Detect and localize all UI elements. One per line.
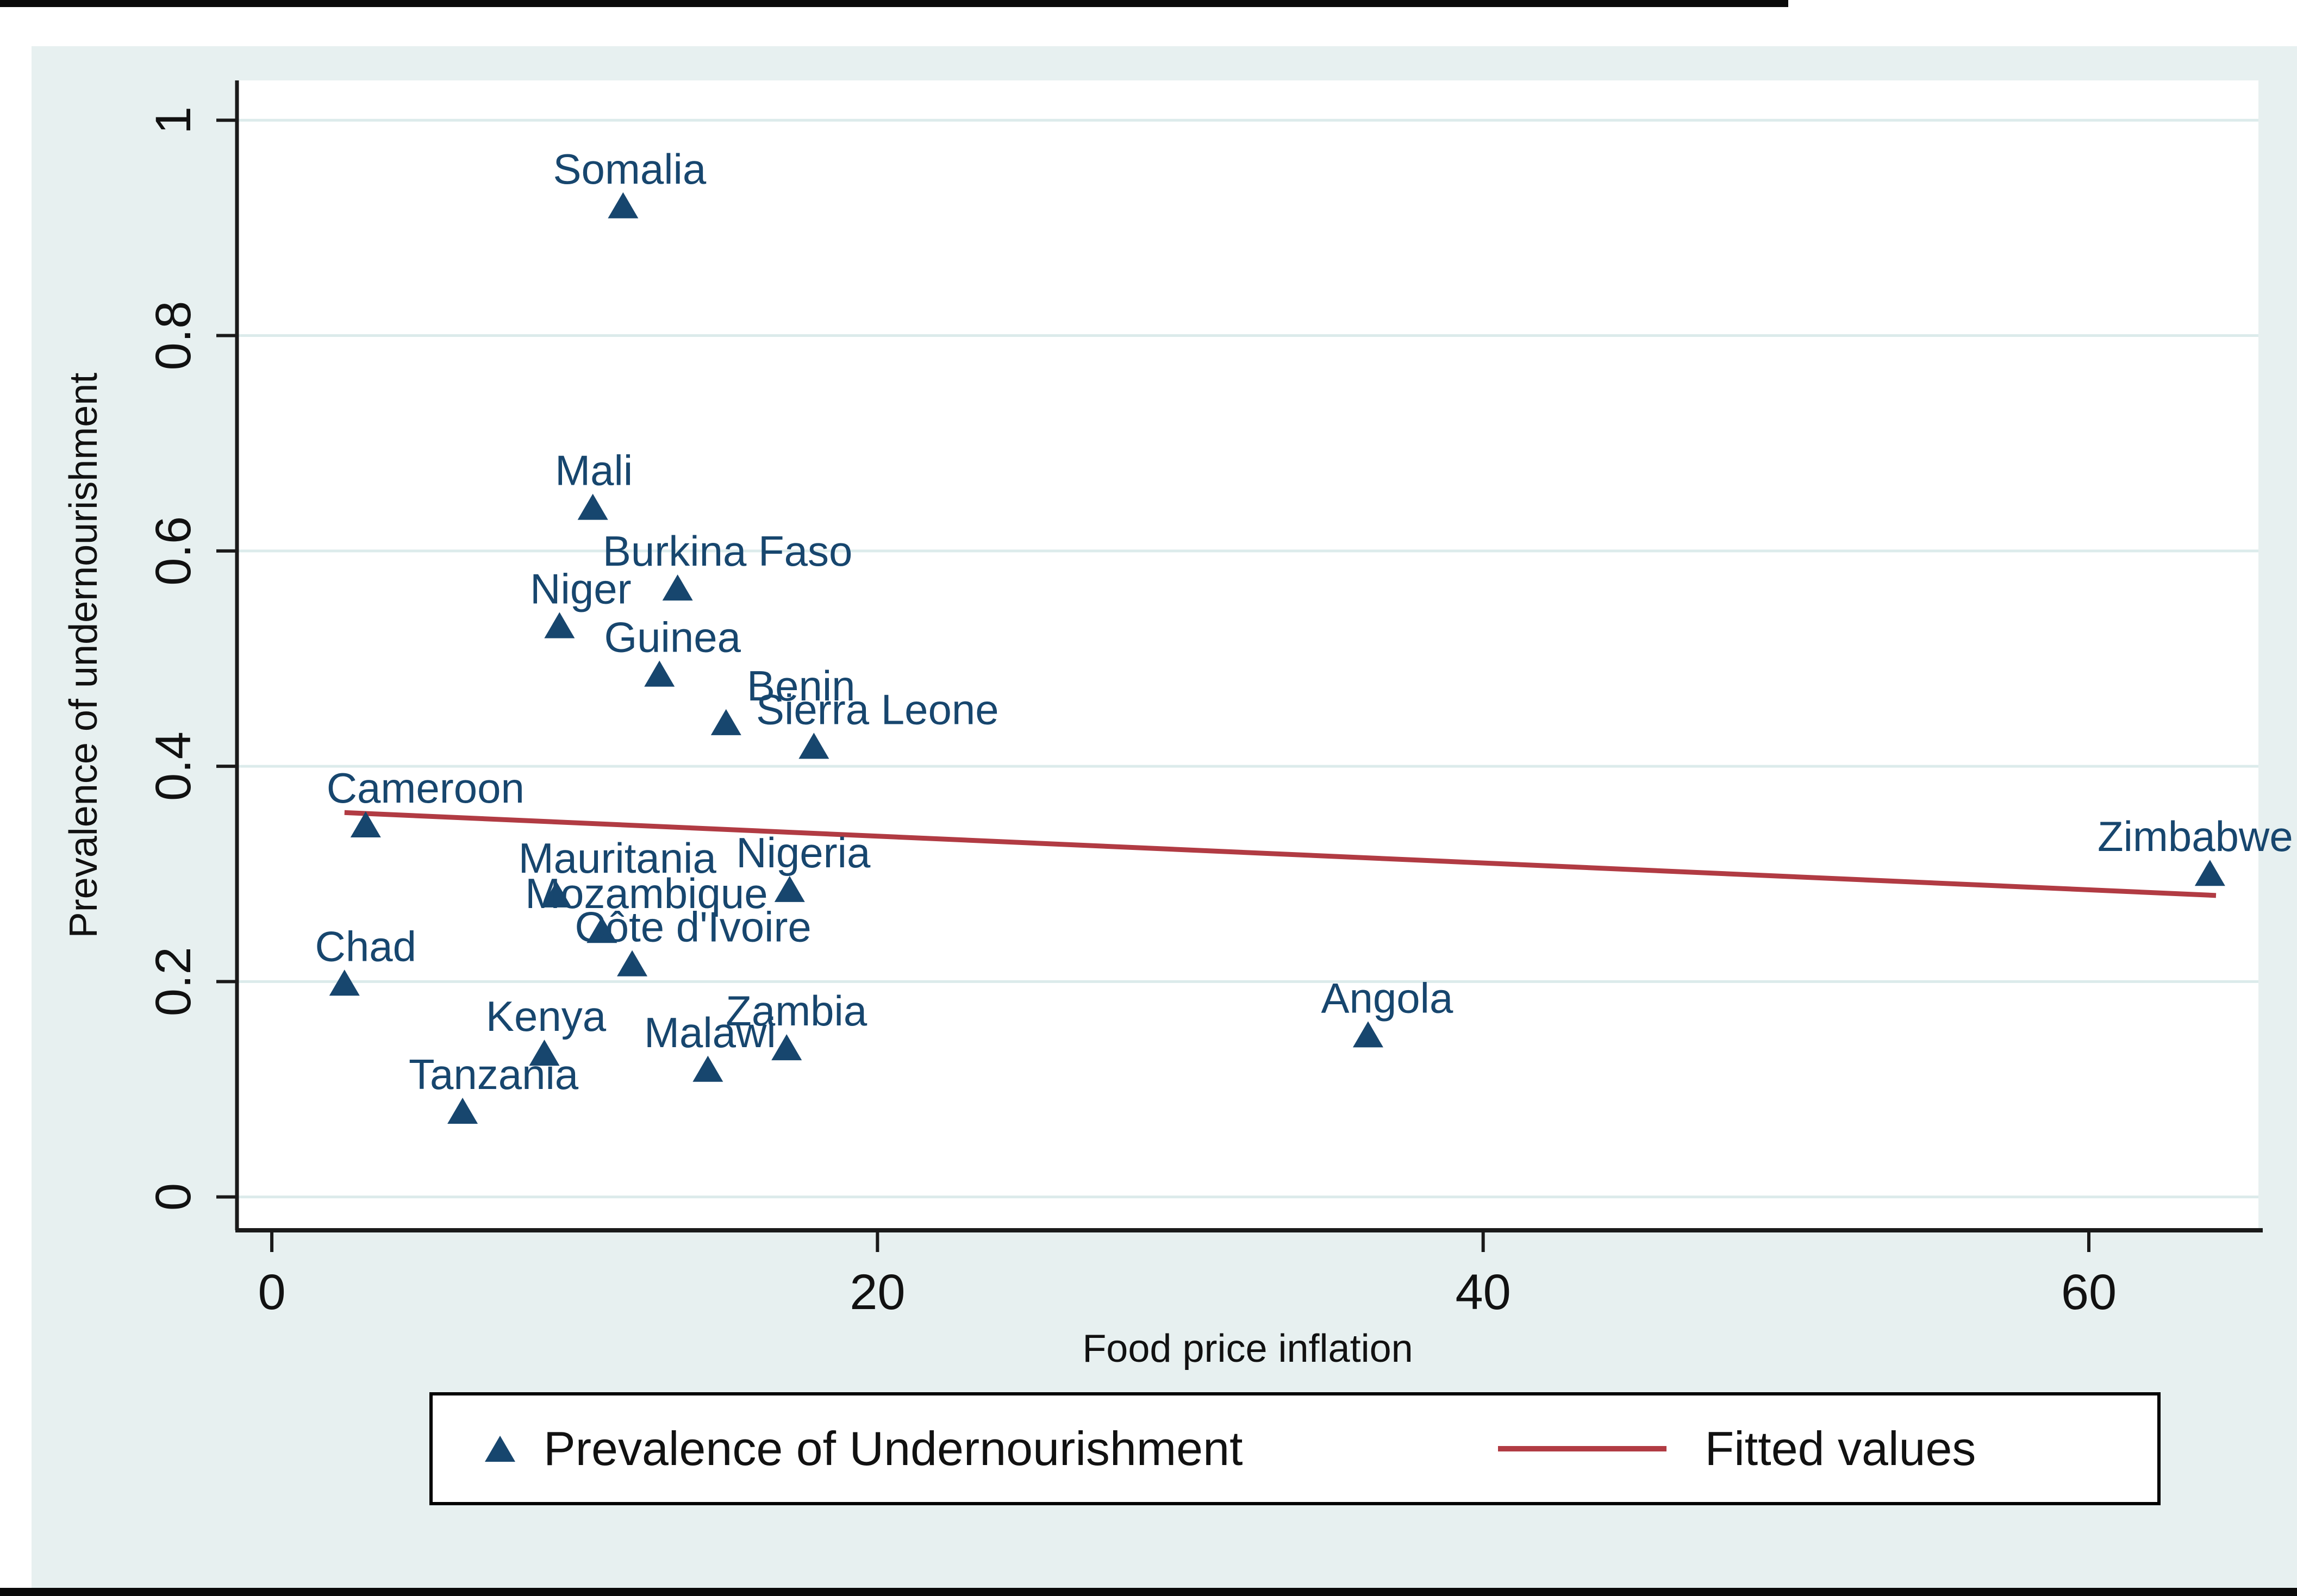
legend-fitted-line-icon <box>1498 1446 1667 1451</box>
y-tick-label-0.4: 0.4 <box>146 731 201 801</box>
fitted-line <box>344 810 2217 898</box>
y-tick-label-0.6: 0.6 <box>146 516 201 586</box>
data-point-label-Nigeria: Nigeria <box>736 829 871 877</box>
scan-bottom-border <box>0 1588 2297 1596</box>
y-tick-label-0.2: 0.2 <box>146 947 201 1016</box>
data-point-label-Guinea: Guinea <box>604 614 741 661</box>
data-point-label-Mali: Mali <box>555 447 633 495</box>
data-point-marker-Zambia <box>771 1034 802 1061</box>
data-point-label-Sierra Leone: Sierra Leone <box>756 685 999 733</box>
data-point-marker-Guinea <box>644 660 675 687</box>
data-point-label-Chad: Chad <box>315 922 416 970</box>
data-point-marker-Sierra Leone <box>798 733 829 759</box>
legend-item-scatter: Prevalence of Undernourishment <box>433 1421 1243 1476</box>
data-point-label-Côte d'Ivoire: Côte d'Ivoire <box>575 903 811 951</box>
data-point-label-Cameroon: Cameroon <box>327 764 525 812</box>
y-tick-label-0: 0 <box>146 1183 201 1211</box>
legend-item-fit: Fitted values <box>1243 1421 1976 1476</box>
data-point-marker-Kenya <box>529 1040 560 1066</box>
data-point-marker-Nigeria <box>774 875 805 902</box>
data-point-marker-Tanzania <box>447 1098 478 1124</box>
legend-label-scatter: Prevalence of Undernourishment <box>544 1422 1243 1475</box>
scan-top-border <box>0 0 1788 7</box>
data-point-label-Angola: Angola <box>1321 974 1453 1022</box>
data-point-marker-Mali <box>577 493 608 520</box>
chart-canvas: 0 0.2 0.4 0.6 0.8 1 0 20 40 60 Prevalence of under… <box>62 80 2293 1370</box>
x-tick-label-60: 60 <box>2061 1265 2117 1320</box>
legend: Prevalence of Undernourishment Fitted va… <box>429 1392 2161 1505</box>
data-point-marker-Somalia <box>608 192 639 218</box>
data-point-label-Mauritania: Mauritania <box>519 834 717 882</box>
data-point-label-Benin: Benin <box>747 662 856 710</box>
data-point-label-Niger: Niger <box>530 565 631 613</box>
x-tick-label-40: 40 <box>1456 1265 1511 1320</box>
data-point-label-Tanzania: Tanzania <box>409 1050 579 1098</box>
data-point-marker-Niger <box>544 612 575 639</box>
y-axis-title: Prevalence of undernourishment <box>62 373 105 938</box>
x-tick-label-0: 0 <box>258 1265 285 1320</box>
data-point-label-Zimbabwe: Zimbabwe <box>2098 812 2293 860</box>
data-point-label-Malawi: Malawi <box>644 1009 776 1056</box>
data-point-marker-Burkina Faso <box>662 574 693 601</box>
legend-triangle-icon <box>485 1436 515 1462</box>
data-point-label-Somalia: Somalia <box>553 145 706 193</box>
data-point-marker-Mozambique <box>586 917 617 943</box>
data-point-marker-Côte d'Ivoire <box>617 950 648 977</box>
data-point-label-Mozambique: Mozambique <box>525 869 768 917</box>
data-point-marker-Malawi <box>692 1055 723 1082</box>
plot-area <box>237 80 2258 1230</box>
data-point-marker-Angola <box>1352 1021 1383 1048</box>
data-point-label-Kenya: Kenya <box>486 992 607 1040</box>
y-tick-label-1: 1 <box>146 107 201 134</box>
legend-label-fit: Fitted values <box>1705 1422 1976 1475</box>
data-point-marker-Mauritania <box>541 881 572 907</box>
x-tick-label-20: 20 <box>850 1265 905 1320</box>
data-point-marker-Chad <box>329 969 360 996</box>
data-point-marker-Benin <box>710 709 741 735</box>
data-point-marker-Zimbabwe <box>2194 860 2225 886</box>
chart-figure: 0 0.2 0.4 0.6 0.8 1 0 20 40 60 Prevalence of under… <box>32 46 2297 1588</box>
data-point-label-Burkina Faso: Burkina Faso <box>603 527 853 575</box>
y-tick-label-0.8: 0.8 <box>146 301 201 371</box>
data-point-marker-Cameroon <box>350 811 381 838</box>
data-point-label-Zambia: Zambia <box>726 987 867 1035</box>
x-axis-title: Food price inflation <box>1082 1327 1413 1370</box>
